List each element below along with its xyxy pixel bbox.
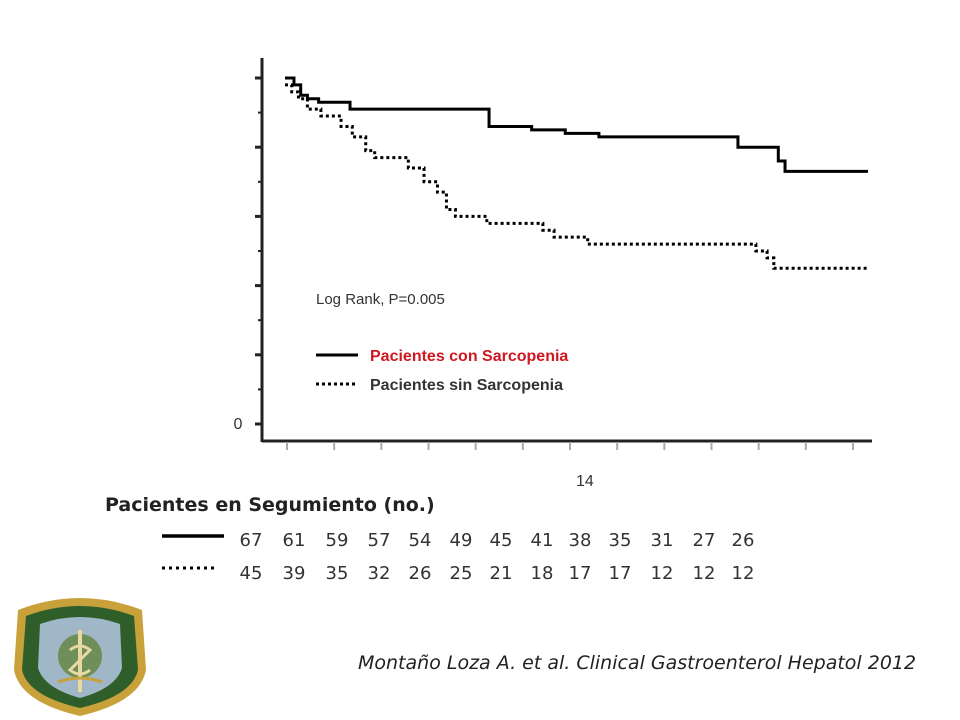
risk-count: 41 <box>530 530 554 551</box>
risk-count: 25 <box>449 563 473 584</box>
risk-count: 17 <box>608 563 632 584</box>
risk-row-sarcopenia: 67 61 59 57 54 49 45 41 38 35 31 27 26 <box>225 530 765 556</box>
risk-count: 39 <box>282 563 306 584</box>
log-rank-annotation: Log Rank, P=0.005 <box>316 291 445 308</box>
risk-count: 12 <box>650 563 674 584</box>
risk-count: 12 <box>692 563 716 584</box>
risk-count: 38 <box>568 530 592 551</box>
risk-solid-line <box>162 534 224 538</box>
citation-text: Montaño Loza A. et al. Clinical Gastroen… <box>358 652 917 674</box>
risk-count: 57 <box>367 530 391 551</box>
chart-axes <box>255 58 872 450</box>
risk-count: 59 <box>325 530 349 551</box>
risk-count: 61 <box>282 530 306 551</box>
risk-count: 45 <box>489 530 513 551</box>
risk-count: 26 <box>731 530 755 551</box>
series-line-no-sarcopenia <box>285 83 868 270</box>
risk-count: 21 <box>489 563 513 584</box>
risk-count: 67 <box>239 530 263 551</box>
legend: Pacientes con Sarcopenia Pacientes sin S… <box>316 348 568 394</box>
institution-seal-logo <box>14 598 146 716</box>
legend-label-no-sarcopenia: Pacientes sin Sarcopenia <box>370 377 563 394</box>
risk-count: 45 <box>239 563 263 584</box>
risk-count: 35 <box>325 563 349 584</box>
risk-row-no-sarcopenia: 45 39 35 32 26 25 21 18 17 17 12 12 12 <box>225 563 765 589</box>
risk-table-title: Pacientes en Segumiento (no.) <box>105 494 435 516</box>
risk-count: 54 <box>408 530 432 551</box>
x-tick-label: 14 <box>576 473 594 490</box>
chart-series <box>285 76 868 270</box>
risk-count: 27 <box>692 530 716 551</box>
risk-count: 32 <box>367 563 391 584</box>
risk-count: 18 <box>530 563 554 584</box>
y-tick-label: 0 <box>234 416 243 433</box>
survival-chart: 14 0 Log Rank, P=0.005 Pacientes con Sarc… <box>234 58 872 490</box>
risk-count: 49 <box>449 530 473 551</box>
risk-count: 31 <box>650 530 674 551</box>
risk-dotted-line <box>162 566 214 570</box>
series-line-sarcopenia <box>285 76 868 173</box>
legend-label-sarcopenia: Pacientes con Sarcopenia <box>370 348 568 365</box>
tick-labels: 14 0 <box>234 416 594 490</box>
risk-count: 17 <box>568 563 592 584</box>
risk-count: 35 <box>608 530 632 551</box>
risk-count: 26 <box>408 563 432 584</box>
risk-count: 12 <box>731 563 755 584</box>
